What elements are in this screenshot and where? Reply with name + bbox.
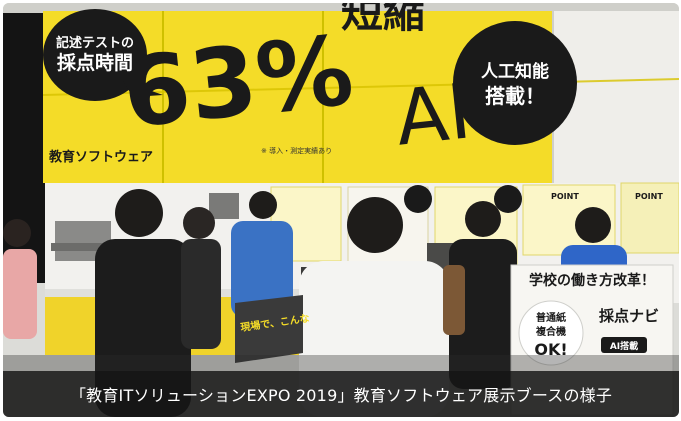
percent-value: 63% <box>118 14 358 149</box>
visitor-backpack <box>449 239 517 389</box>
booth-photo: 記述テストの 採点時間 63% 短縮 教育ソフトウェア ※ 導入・測定実績あり … <box>3 3 679 417</box>
side-sign: 現場で、こんな <box>235 295 310 363</box>
monitor-1 <box>209 193 239 219</box>
company-label: 教育ソフトウェア <box>48 149 153 165</box>
stamp-line-1: 普通紙 <box>536 311 566 324</box>
stamp-line-2: 複合機 <box>535 325 566 338</box>
percent-word: 短縮 <box>341 3 425 37</box>
bubble-line-1: 記述テストの <box>56 35 134 51</box>
banner-footnote: ※ 導入・測定実績あり <box>261 146 332 155</box>
speech-bubble <box>43 9 147 101</box>
visitor-pink <box>3 249 37 339</box>
top-banner: 記述テストの 採点時間 63% 短縮 教育ソフトウェア ※ 導入・測定実績あり … <box>42 3 679 183</box>
stamp-circle <box>518 300 584 366</box>
photo-caption-text: 「教育ITソリューションEXPO 2019」教育ソフトウェア展示ブースの様子 <box>69 386 613 405</box>
ai-badge-text: AI搭載 <box>610 340 638 352</box>
poster-point-label-1: POINT <box>551 192 579 201</box>
stamp-line-3: OK! <box>534 340 567 359</box>
poster-point-label-2: POINT <box>635 192 663 201</box>
ai-line-2: 搭載！ <box>485 84 545 108</box>
ai-line-1: 人工知能 <box>481 61 549 82</box>
visitor-blue <box>231 221 293 317</box>
photo-caption: 「教育ITソリューションEXPO 2019」教育ソフトウェア展示ブースの様子 <box>3 371 679 417</box>
banner-panel-2 <box>163 11 323 183</box>
booth-scene: 記述テストの 採点時間 63% 短縮 教育ソフトウェア ※ 導入・測定実績あり … <box>3 3 679 417</box>
ai-badge <box>601 337 647 353</box>
bubble-line-2: 採点時間 <box>57 52 133 74</box>
ai-circle <box>453 21 577 145</box>
sign-board-title: 学校の働き方改革！ <box>529 272 655 289</box>
poster-5 <box>620 182 679 254</box>
product-name: 採点ナビ <box>599 307 659 325</box>
